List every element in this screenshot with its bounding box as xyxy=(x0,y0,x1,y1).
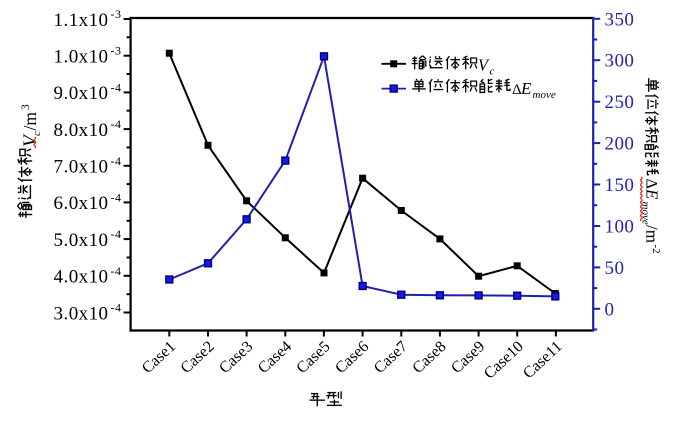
svg-text:V: V xyxy=(478,55,490,74)
svg-text:move: move xyxy=(533,89,556,101)
svg-text:6.0x10: 6.0x10 xyxy=(54,193,109,214)
svg-text:250: 250 xyxy=(605,92,635,113)
svg-text:-3: -3 xyxy=(111,44,122,58)
svg-text:3.0x10: 3.0x10 xyxy=(54,303,109,324)
svg-text:-4: -4 xyxy=(111,301,122,315)
svg-text:3: 3 xyxy=(20,104,32,110)
svg-text:-3: -3 xyxy=(111,7,122,21)
svg-text:150: 150 xyxy=(605,175,635,196)
svg-text:-4: -4 xyxy=(111,190,122,204)
svg-text:1.1x10: 1.1x10 xyxy=(54,10,109,31)
svg-text:c: c xyxy=(31,131,43,136)
svg-text:-4: -4 xyxy=(111,227,122,241)
svg-text:1.0x10: 1.0x10 xyxy=(54,47,109,68)
svg-text:-4: -4 xyxy=(111,117,122,131)
svg-text:-2: -2 xyxy=(650,245,662,254)
svg-text:Δ: Δ xyxy=(512,82,522,98)
svg-text:4.0x10: 4.0x10 xyxy=(54,267,109,288)
svg-text:350: 350 xyxy=(605,9,635,30)
svg-text:-4: -4 xyxy=(111,264,122,278)
svg-text:9.0x10: 9.0x10 xyxy=(54,83,109,104)
svg-text:/m: /m xyxy=(643,225,662,243)
svg-text:7.0x10: 7.0x10 xyxy=(54,157,109,178)
svg-text:E: E xyxy=(520,79,532,98)
svg-text:Δ: Δ xyxy=(643,179,660,189)
svg-text:move: move xyxy=(640,202,652,225)
svg-text:-4: -4 xyxy=(111,80,122,94)
svg-text:5.0x10: 5.0x10 xyxy=(54,230,109,251)
svg-text:8.0x10: 8.0x10 xyxy=(54,120,109,141)
svg-text:200: 200 xyxy=(605,134,635,155)
svg-text:c: c xyxy=(490,65,495,77)
svg-text:50: 50 xyxy=(605,258,625,279)
svg-text:0: 0 xyxy=(605,299,615,320)
svg-text:/m: /m xyxy=(20,112,40,131)
svg-text:E: E xyxy=(643,188,662,200)
svg-text:-4: -4 xyxy=(111,154,122,168)
svg-text:100: 100 xyxy=(605,217,635,238)
svg-text:300: 300 xyxy=(605,51,635,72)
